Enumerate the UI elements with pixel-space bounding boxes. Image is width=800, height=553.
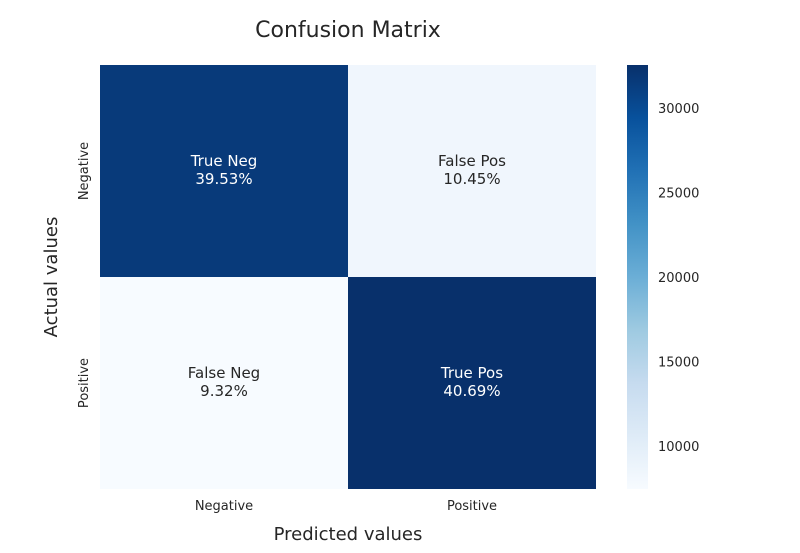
x-tick-labels: Negative Positive xyxy=(195,499,497,514)
y-tick-label: Negative xyxy=(77,142,92,200)
x-tick-label: Negative xyxy=(195,499,253,514)
colorbar-tick-label: 10000 xyxy=(658,440,699,455)
x-tick-label: Positive xyxy=(447,499,497,514)
cell-percent: 40.69% xyxy=(443,382,500,400)
colorbar-ticks: 10000 15000 20000 25000 30000 xyxy=(658,102,699,455)
chart-title: Confusion Matrix xyxy=(255,18,441,43)
colorbar-tick-label: 20000 xyxy=(658,271,699,286)
y-tick-label: Positive xyxy=(77,358,92,408)
heatmap-cell xyxy=(100,65,348,277)
cell-label: True Pos xyxy=(440,364,503,382)
y-axis-label: Actual values xyxy=(41,217,62,338)
cell-percent: 39.53% xyxy=(195,170,252,188)
cell-label: False Pos xyxy=(438,152,506,170)
cell-percent: 9.32% xyxy=(200,382,248,400)
colorbar-tick-label: 25000 xyxy=(658,186,699,201)
cell-percent: 10.45% xyxy=(443,170,500,188)
x-axis-label: Predicted values xyxy=(274,524,423,545)
colorbar-tick-label: 15000 xyxy=(658,355,699,370)
y-tick-labels: Negative Positive xyxy=(77,142,92,408)
colorbar-tick-label: 30000 xyxy=(658,102,699,117)
cell-label: True Neg xyxy=(190,152,258,170)
heatmap-cell xyxy=(348,65,596,277)
cell-label: False Neg xyxy=(188,364,260,382)
heatmap-cell xyxy=(348,277,596,489)
colorbar xyxy=(627,65,648,489)
heatmap-cell xyxy=(100,277,348,489)
